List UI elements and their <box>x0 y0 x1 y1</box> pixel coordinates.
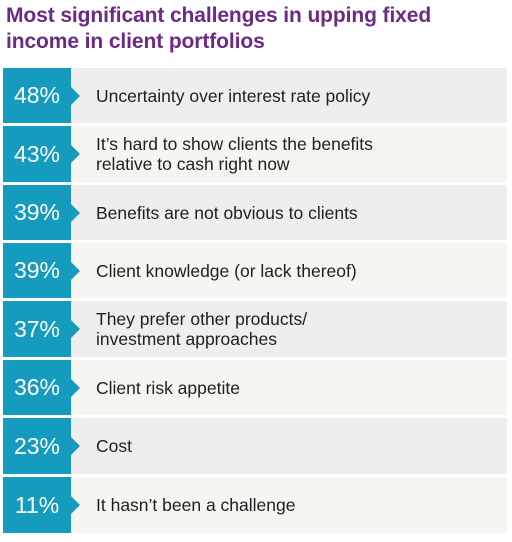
percent-value: 39% <box>3 185 80 240</box>
percent-value: 36% <box>3 360 80 415</box>
challenge-row: 23% Cost <box>3 418 507 474</box>
challenge-label: Client knowledge (or lack thereof) <box>71 243 507 298</box>
chart-title: Most significant challenges in upping fi… <box>6 4 432 53</box>
challenge-label: Uncertainty over interest rate policy <box>71 68 507 123</box>
challenge-label-text: Cost <box>96 436 132 456</box>
challenge-label: It hasn’t been a challenge <box>71 477 507 533</box>
challenge-label: They prefer other products/investment ap… <box>71 301 507 357</box>
challenge-row: 37% They prefer other products/investment… <box>3 301 507 357</box>
challenge-label-text: Benefits are not obvious to clients <box>96 202 358 223</box>
challenge-label: Client risk appetite <box>71 360 507 415</box>
percent-value: 23% <box>3 418 80 474</box>
challenge-label: Cost <box>71 418 507 474</box>
percent-value: 48% <box>3 68 80 123</box>
challenge-row: 39% Client knowledge (or lack thereof) <box>3 243 507 298</box>
challenge-label-text: Uncertainty over interest rate policy <box>96 85 371 106</box>
challenge-label-text: It hasn’t been a challenge <box>96 495 296 515</box>
challenge-label-text: It’s hard to show clients the benefits re… <box>96 134 373 174</box>
challenge-row: 48% Uncertainty over interest rate policy <box>3 68 507 123</box>
challenge-label: It’s hard to show clients the benefits re… <box>71 126 507 182</box>
percent-value: 11% <box>3 477 80 533</box>
challenge-label-text: Client knowledge (or lack thereof) <box>96 260 357 281</box>
challenge-row: 36% Client risk appetite <box>3 360 507 415</box>
challenge-label: Benefits are not obvious to clients <box>71 185 507 240</box>
percent-value: 37% <box>3 301 80 357</box>
challenge-row: 43% It’s hard to show clients the benefit… <box>3 126 507 182</box>
percent-value: 39% <box>3 243 80 298</box>
challenge-label-text: Client risk appetite <box>96 377 240 398</box>
challenge-row: 11% It hasn’t been a challenge <box>3 477 507 533</box>
percent-value: 43% <box>3 126 80 182</box>
challenge-row: 39% Benefits are not obvious to clients <box>3 185 507 240</box>
challenge-rows: 48% Uncertainty over interest rate policy… <box>3 68 507 538</box>
challenge-label-text: They prefer other products/investment ap… <box>96 309 308 349</box>
